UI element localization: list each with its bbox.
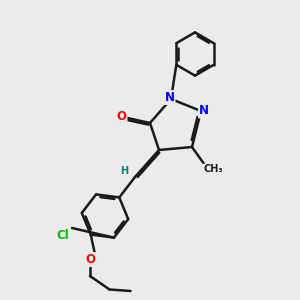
Text: H: H bbox=[120, 166, 129, 176]
Text: N: N bbox=[199, 104, 209, 118]
Text: N: N bbox=[164, 91, 175, 104]
Text: O: O bbox=[116, 110, 127, 124]
Text: O: O bbox=[85, 253, 95, 266]
Text: CH₃: CH₃ bbox=[203, 164, 223, 175]
Text: Cl: Cl bbox=[57, 229, 69, 242]
